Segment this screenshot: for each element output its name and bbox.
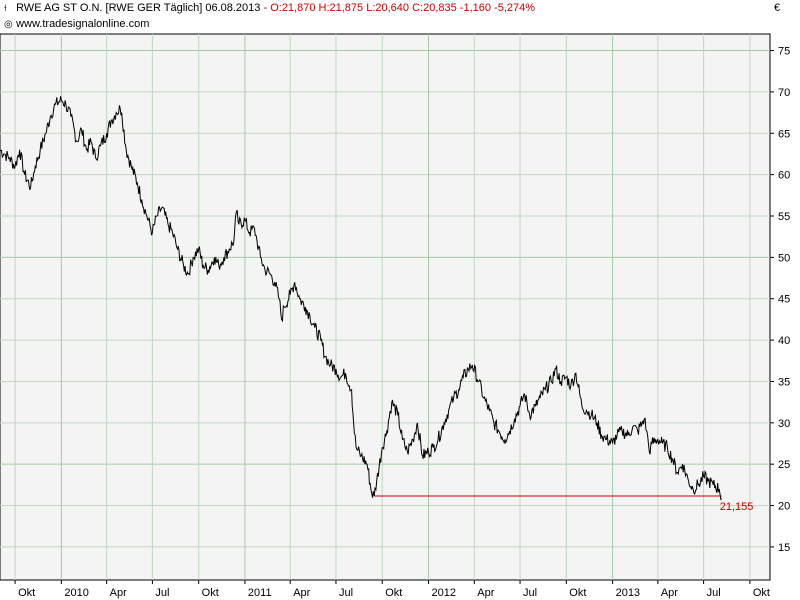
x-tick-label: Okt	[18, 587, 35, 599]
y-tick-label: 35	[778, 376, 790, 388]
ohlc-readout: O:21,870 H:21,875 L:20,640 C:20,835 -1,1…	[270, 2, 536, 14]
globe-icon: ◎	[4, 19, 13, 30]
price-annotation: 21,155	[720, 501, 754, 513]
source-line: ◎ www.tradesignalonline.com	[4, 18, 149, 30]
x-tick-label: Okt	[753, 587, 770, 599]
y-tick-label: 15	[778, 542, 790, 554]
chart-title: RWE AG ST O.N. [RWE GER Täglich] 06.08.2…	[16, 2, 261, 14]
y-tick-label: 65	[778, 128, 790, 140]
x-tick-label: Jul	[339, 587, 353, 599]
x-tick-label: Jul	[155, 587, 169, 599]
x-tick-label: Apr	[110, 587, 127, 599]
x-tick-label: Jul	[523, 587, 537, 599]
x-tick-label: Okt	[385, 587, 402, 599]
y-tick-label: 20	[778, 501, 790, 513]
y-tick-label: 30	[778, 418, 790, 430]
x-tick-label: Apr	[477, 587, 494, 599]
chart-header: ⟊ RWE AG ST O.N. [RWE GER Täglich] 06.08…	[4, 2, 536, 14]
x-tick-label: 2012	[432, 587, 456, 599]
x-tick-label: 2013	[616, 587, 640, 599]
source-url[interactable]: www.tradesignalonline.com	[16, 18, 150, 30]
y-tick-label: 40	[778, 335, 790, 347]
y-tick-label: 25	[778, 459, 790, 471]
x-tick-label: 2011	[248, 587, 272, 599]
price-line	[0, 96, 723, 501]
x-tick-label: Jul	[707, 587, 721, 599]
x-tick-label: Apr	[661, 587, 678, 599]
plot-area	[0, 33, 771, 581]
x-tick-label: Apr	[293, 587, 310, 599]
y-tick-label: 55	[778, 211, 790, 223]
y-tick-label: 45	[778, 294, 790, 306]
y-tick-label: 60	[778, 170, 790, 182]
y-tick-label: 50	[778, 252, 790, 264]
x-tick-label: 2010	[64, 587, 88, 599]
y-tick-label: 70	[778, 87, 790, 99]
currency-label: €	[774, 2, 781, 14]
crosshair-icon[interactable]: ⟊	[4, 3, 7, 14]
x-tick-label: Okt	[202, 587, 219, 599]
y-tick-label: 75	[778, 46, 790, 58]
x-tick-label: Okt	[569, 587, 586, 599]
